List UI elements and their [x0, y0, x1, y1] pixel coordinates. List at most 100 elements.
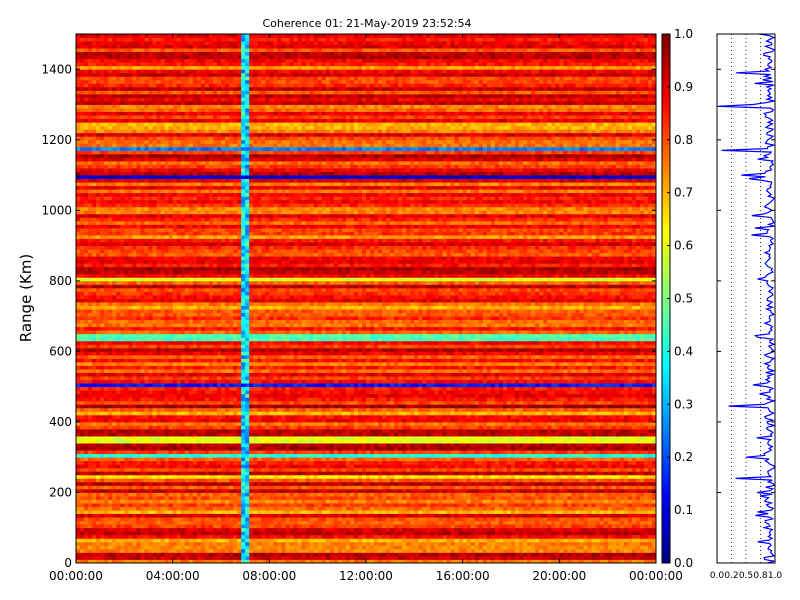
heatmap-cell: [285, 507, 289, 511]
heatmap-cell: [177, 492, 181, 496]
heatmap-cell: [161, 524, 165, 528]
heatmap-cell: [249, 545, 253, 549]
heatmap-cell: [563, 443, 567, 447]
heatmap-cell: [366, 535, 370, 539]
heatmap-cell: [289, 521, 293, 525]
heatmap-cell: [600, 464, 604, 468]
heatmap-cell: [571, 457, 575, 461]
heatmap-cell: [80, 443, 84, 447]
heatmap-cell: [322, 514, 326, 518]
heatmap-cell: [636, 507, 640, 511]
heatmap-cell: [604, 496, 608, 500]
heatmap-cell: [173, 478, 177, 482]
heatmap-cell: [491, 535, 495, 539]
heatmap-cell: [153, 510, 157, 514]
heatmap-cell: [644, 485, 648, 489]
heatmap-cell: [563, 521, 567, 525]
heatmap-cell: [241, 464, 245, 468]
heatmap-cell: [76, 454, 80, 458]
heatmap-cell: [616, 450, 620, 454]
heatmap-cell: [499, 454, 503, 458]
heatmap-cell: [495, 485, 499, 489]
heatmap-cell: [273, 507, 277, 511]
heatmap-cell: [612, 556, 616, 560]
heatmap-cell: [543, 478, 547, 482]
heatmap-cell: [519, 538, 523, 542]
heatmap-cell: [350, 440, 354, 444]
heatmap-cell: [285, 440, 289, 444]
heatmap-cell: [362, 528, 366, 532]
heatmap-cell: [338, 496, 342, 500]
heatmap-cell: [253, 478, 257, 482]
heatmap-cell: [608, 482, 612, 486]
heatmap-cell: [592, 542, 596, 546]
heatmap-cell: [269, 468, 273, 472]
heatmap-cell: [479, 450, 483, 454]
heatmap-cell: [197, 514, 201, 518]
heatmap-cell: [636, 454, 640, 458]
heatmap-cell: [616, 556, 620, 560]
heatmap-cell: [354, 528, 358, 532]
heatmap-cell: [394, 471, 398, 475]
heatmap-cell: [575, 475, 579, 479]
heatmap-cell: [338, 489, 342, 493]
heatmap-cell: [100, 521, 104, 525]
heatmap-cell: [92, 521, 96, 525]
heatmap-cell: [233, 556, 237, 560]
heatmap-cell: [507, 556, 511, 560]
heatmap-cell: [177, 531, 181, 535]
heatmap-cell: [334, 535, 338, 539]
heatmap-cell: [334, 443, 338, 447]
heatmap-cell: [439, 496, 443, 500]
heatmap-cell: [358, 531, 362, 535]
heatmap-cell: [350, 468, 354, 472]
heatmap-cell: [350, 514, 354, 518]
heatmap-cell: [149, 471, 153, 475]
heatmap-cell: [515, 478, 519, 482]
heatmap-cell: [414, 461, 418, 465]
heatmap-cell: [592, 485, 596, 489]
heatmap-cell: [157, 457, 161, 461]
heatmap-cell: [430, 507, 434, 511]
heatmap-cell: [418, 521, 422, 525]
heatmap-cell: [128, 471, 132, 475]
heatmap-cell: [112, 461, 116, 465]
heatmap-cell: [149, 457, 153, 461]
heatmap-cell: [88, 457, 92, 461]
heatmap-cell: [193, 464, 197, 468]
heatmap-cell: [370, 492, 374, 496]
heatmap-cell: [426, 528, 430, 532]
heatmap-cell: [531, 475, 535, 479]
heatmap-cell: [318, 531, 322, 535]
heatmap-cell: [596, 482, 600, 486]
heatmap-cell: [644, 524, 648, 528]
heatmap-cell: [535, 542, 539, 546]
heatmap-cell: [584, 468, 588, 472]
heatmap-cell: [277, 556, 281, 560]
heatmap-cell: [181, 549, 185, 553]
heatmap-cell: [213, 478, 217, 482]
heatmap-cell: [209, 496, 213, 500]
heatmap-cell: [471, 440, 475, 444]
heatmap-cell: [237, 464, 241, 468]
heatmap-cell: [382, 496, 386, 500]
heatmap-cell: [418, 507, 422, 511]
heatmap-cell: [491, 517, 495, 521]
heatmap-cell: [410, 489, 414, 493]
heatmap-cell: [116, 517, 120, 521]
heatmap-cell: [96, 496, 100, 500]
heatmap-cell: [161, 443, 165, 447]
heatmap-cell: [539, 507, 543, 511]
heatmap-cell: [447, 524, 451, 528]
heatmap-cell: [245, 492, 249, 496]
heatmap-cell: [233, 482, 237, 486]
heatmap-cell: [112, 471, 116, 475]
heatmap-cell: [567, 549, 571, 553]
heatmap-cell: [302, 482, 306, 486]
heatmap-cell: [245, 496, 249, 500]
heatmap-cell: [177, 538, 181, 542]
heatmap-cell: [499, 510, 503, 514]
heatmap-cell: [112, 492, 116, 496]
heatmap-cell: [579, 545, 583, 549]
heatmap-cell: [277, 503, 281, 507]
